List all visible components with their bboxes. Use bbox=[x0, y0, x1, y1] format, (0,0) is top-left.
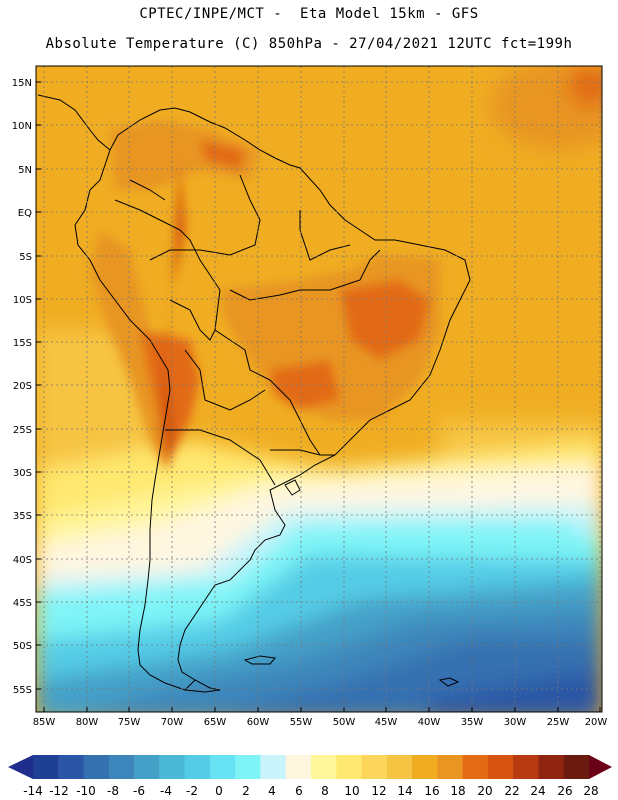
lat-label: 15S bbox=[13, 338, 32, 349]
colorbar-label: 2 bbox=[242, 784, 250, 798]
colorbar-cell bbox=[260, 755, 287, 779]
latitude-labels: 15N 10N 5N EQ 5S 10S 15S 20S 25S 30S 35S… bbox=[12, 78, 32, 696]
colorbar-label: 26 bbox=[557, 784, 572, 798]
lat-label: 20S bbox=[13, 381, 32, 392]
lon-label: 45W bbox=[375, 717, 398, 728]
lat-label: 10S bbox=[13, 295, 32, 306]
colorbar-label: 10 bbox=[344, 784, 359, 798]
colorbar-cell bbox=[437, 755, 464, 779]
colorbar-cell bbox=[311, 755, 337, 779]
lon-label: 80W bbox=[76, 717, 99, 728]
colorbar-label: 8 bbox=[321, 784, 329, 798]
lon-label: 40W bbox=[418, 717, 441, 728]
lat-label: 5N bbox=[18, 165, 32, 176]
lon-label: 55W bbox=[290, 717, 313, 728]
colorbar-cell bbox=[386, 755, 413, 779]
longitude-labels: 85W 80W 75W 70W 65W 60W 55W 50W 45W 40W … bbox=[33, 717, 608, 728]
colorbar-label: 4 bbox=[268, 784, 276, 798]
colorbar-label: 6 bbox=[295, 784, 303, 798]
lat-label: EQ bbox=[18, 208, 32, 219]
colorbar-label: -2 bbox=[186, 784, 198, 798]
colorbar-cell bbox=[184, 755, 211, 779]
lon-label: 65W bbox=[204, 717, 227, 728]
lat-label: 40S bbox=[13, 555, 32, 566]
lat-label: 45S bbox=[13, 598, 32, 609]
colorbar-label: -10 bbox=[76, 784, 96, 798]
lon-label: 35W bbox=[461, 717, 484, 728]
colorbar-label: 16 bbox=[424, 784, 439, 798]
colorbar-labels: -14 -12 -10 -8 -6 -4 -2 0 2 4 6 8 10 12 … bbox=[23, 784, 598, 798]
map-islands bbox=[243, 479, 460, 687]
colorbar-cell bbox=[538, 755, 565, 779]
colorbar-label: -8 bbox=[107, 784, 119, 798]
colorbar-cell bbox=[58, 755, 84, 779]
colorbar-label: 12 bbox=[371, 784, 386, 798]
colorbar-label: -4 bbox=[160, 784, 172, 798]
lat-label: 30S bbox=[13, 468, 32, 479]
temperature-field bbox=[36, 66, 602, 712]
chart-subtitle: Absolute Temperature (C) 850hPa - 27/04/… bbox=[45, 36, 573, 52]
colorbar-low-arrow bbox=[8, 755, 33, 779]
graticule bbox=[36, 66, 602, 712]
lon-label: 60W bbox=[247, 717, 270, 728]
axis-ticks bbox=[36, 81, 601, 712]
lat-label: 5S bbox=[19, 252, 32, 263]
lon-label: 85W bbox=[33, 717, 56, 728]
colorbar: -14 -12 -10 -8 -6 -4 -2 0 2 4 6 8 10 12 … bbox=[8, 755, 612, 798]
colorbar-cell bbox=[336, 755, 362, 779]
colorbar-cell bbox=[412, 755, 438, 779]
colorbar-cell bbox=[235, 755, 261, 779]
colorbar-cell bbox=[563, 755, 590, 779]
lon-label: 75W bbox=[118, 717, 141, 728]
colorbar-cell bbox=[487, 755, 514, 779]
lat-label: 25S bbox=[13, 425, 32, 436]
lon-label: 30W bbox=[504, 717, 527, 728]
colorbar-label: 24 bbox=[530, 784, 545, 798]
colorbar-high-arrow bbox=[589, 755, 612, 779]
lat-label: 15N bbox=[12, 78, 32, 89]
colorbar-label: -6 bbox=[133, 784, 145, 798]
colorbar-cell bbox=[33, 755, 59, 779]
colorbar-cell bbox=[513, 755, 539, 779]
lat-label: 10N bbox=[12, 121, 32, 132]
colorbar-cell bbox=[361, 755, 388, 779]
colorbar-label: 0 bbox=[215, 784, 223, 798]
colorbar-cell bbox=[134, 755, 160, 779]
colorbar-label: 18 bbox=[450, 784, 465, 798]
colorbar-cells bbox=[33, 755, 590, 779]
chart-title: CPTEC/INPE/MCT - Eta Model 15km - GFS bbox=[139, 6, 479, 22]
lat-label: 55S bbox=[13, 685, 32, 696]
colorbar-label: 28 bbox=[583, 784, 598, 798]
lat-label: 50S bbox=[13, 641, 32, 652]
colorbar-label: 22 bbox=[504, 784, 519, 798]
colorbar-label: -14 bbox=[23, 784, 43, 798]
lon-label: 50W bbox=[333, 717, 356, 728]
map-frame bbox=[35, 65, 603, 713]
lon-label: 20W bbox=[585, 717, 608, 728]
colorbar-cell bbox=[462, 755, 489, 779]
colorbar-cell bbox=[285, 755, 312, 779]
lat-label: 35S bbox=[13, 511, 32, 522]
colorbar-label: -12 bbox=[49, 784, 69, 798]
colorbar-cell bbox=[108, 755, 135, 779]
colorbar-label: 20 bbox=[477, 784, 492, 798]
colorbar-label: 14 bbox=[397, 784, 412, 798]
colorbar-cell bbox=[83, 755, 110, 779]
lon-label: 25W bbox=[547, 717, 570, 728]
colorbar-cell bbox=[159, 755, 186, 779]
coastlines-and-borders bbox=[37, 94, 471, 693]
colorbar-cell bbox=[209, 755, 236, 779]
lon-label: 70W bbox=[161, 717, 184, 728]
